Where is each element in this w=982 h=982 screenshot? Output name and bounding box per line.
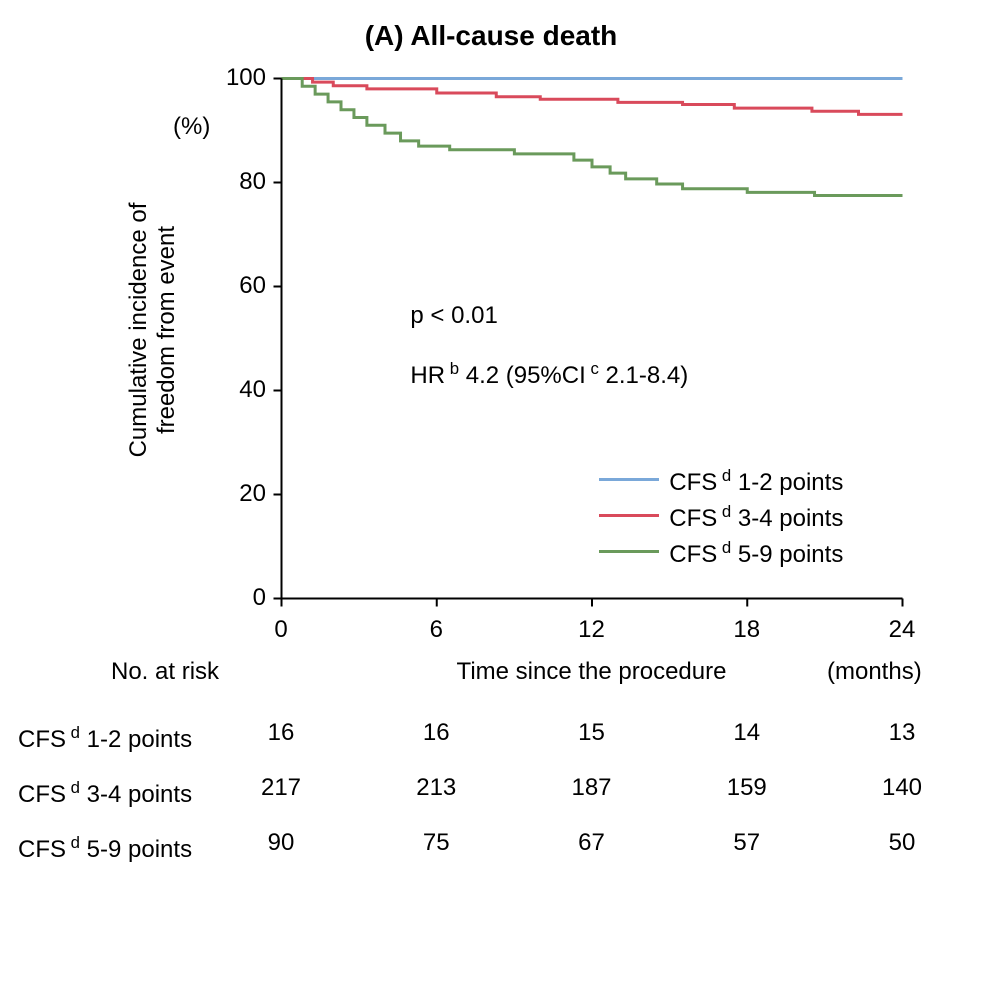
x-tick-label: 24 bbox=[872, 616, 932, 644]
percent-label: (%) bbox=[173, 113, 210, 141]
x-axis-label: Time since the procedure bbox=[432, 658, 752, 686]
legend-swatch bbox=[599, 478, 659, 481]
x-tick-label: 0 bbox=[251, 616, 311, 644]
risk-table-row: CFS d 1-2 points1616151413 bbox=[0, 713, 982, 753]
page: (A) All-cause death Cumulative incidence… bbox=[0, 0, 982, 982]
hr-suffix: 2.1-8.4) bbox=[599, 362, 688, 389]
hazard-ratio-annotation: HR b 4.2 (95%CI c 2.1-8.4) bbox=[410, 359, 688, 390]
y-axis-label: Cumulative incidence of freedom from eve… bbox=[125, 70, 181, 590]
legend-item: CFS d 1-2 points bbox=[599, 458, 843, 494]
risk-cell: 159 bbox=[707, 768, 787, 808]
chart-title: (A) All-cause death bbox=[0, 20, 982, 52]
hr-sup: b bbox=[445, 359, 459, 378]
risk-cell: 16 bbox=[396, 713, 476, 753]
legend-label: CFS d 5-9 points bbox=[669, 530, 843, 573]
x-tick-label: 6 bbox=[406, 616, 466, 644]
series-line bbox=[282, 79, 903, 115]
legend-item: CFS d 5-9 points bbox=[599, 530, 843, 566]
risk-cell: 67 bbox=[552, 823, 632, 863]
risk-cell: 75 bbox=[396, 823, 476, 863]
risk-cell: 217 bbox=[241, 768, 321, 808]
risk-row-label: CFS d 5-9 points bbox=[18, 823, 192, 870]
y-tick-label: 20 bbox=[211, 480, 266, 508]
risk-table-row: CFS d 5-9 points9075675750 bbox=[0, 823, 982, 863]
risk-cell: 213 bbox=[396, 768, 476, 808]
risk-cell: 13 bbox=[862, 713, 942, 753]
x-axis-unit: (months) bbox=[827, 658, 922, 686]
y-axis-label-line2: freedom from event bbox=[153, 226, 180, 434]
risk-row-label: CFS d 3-4 points bbox=[18, 768, 192, 815]
ci-sup: c bbox=[586, 359, 599, 378]
y-axis-label-line1: Cumulative incidence of bbox=[125, 203, 152, 458]
y-tick-label: 80 bbox=[211, 168, 266, 196]
legend: CFS d 1-2 pointsCFS d 3-4 pointsCFS d 5-… bbox=[599, 458, 843, 566]
risk-cell: 50 bbox=[862, 823, 942, 863]
no-at-risk-label: No. at risk bbox=[111, 658, 219, 686]
risk-cell: 16 bbox=[241, 713, 321, 753]
risk-cell: 14 bbox=[707, 713, 787, 753]
p-value-annotation: p < 0.01 bbox=[410, 302, 497, 330]
x-tick-label: 12 bbox=[562, 616, 622, 644]
risk-row-label: CFS d 1-2 points bbox=[18, 713, 192, 760]
y-tick-label: 60 bbox=[211, 272, 266, 300]
legend-item: CFS d 3-4 points bbox=[599, 494, 843, 530]
y-tick-label: 100 bbox=[211, 64, 266, 92]
y-tick-label: 40 bbox=[211, 376, 266, 404]
y-tick-label: 0 bbox=[211, 584, 266, 612]
risk-cell: 187 bbox=[552, 768, 632, 808]
hr-mid: 4.2 (95%CI bbox=[459, 362, 586, 389]
series-line bbox=[282, 79, 903, 196]
risk-cell: 90 bbox=[241, 823, 321, 863]
legend-swatch bbox=[599, 514, 659, 517]
hr-prefix: HR bbox=[410, 362, 445, 389]
risk-cell: 140 bbox=[862, 768, 942, 808]
risk-cell: 57 bbox=[707, 823, 787, 863]
legend-swatch bbox=[599, 550, 659, 553]
risk-table-row: CFS d 3-4 points217213187159140 bbox=[0, 768, 982, 808]
x-tick-label: 18 bbox=[717, 616, 777, 644]
risk-cell: 15 bbox=[552, 713, 632, 753]
